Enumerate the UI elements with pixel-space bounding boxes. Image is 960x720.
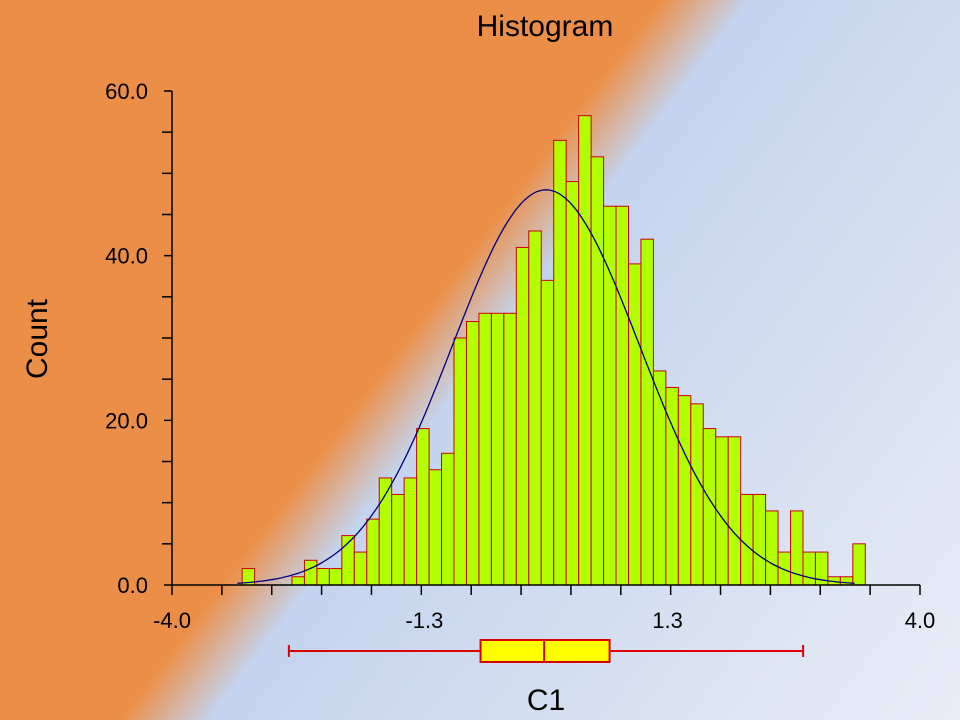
chart-title: Histogram — [477, 10, 614, 43]
x-tick-labels: -4.0 -1.3 1.3 4.0 — [153, 608, 935, 633]
histogram-bar — [416, 428, 430, 586]
histogram-bar — [441, 452, 455, 586]
x-axis: -4.0 -1.3 1.3 4.0 — [153, 584, 935, 633]
histogram-bar — [802, 551, 816, 586]
y-tick-label: 60.0 — [105, 79, 148, 104]
histogram-bar — [465, 321, 480, 586]
x-tick-label: -1.3 — [405, 608, 443, 633]
y-minor-ticks — [162, 90, 172, 586]
normal-curve — [237, 189, 855, 584]
y-tick-label: 20.0 — [105, 408, 148, 433]
histogram-bar — [565, 181, 580, 586]
histogram-bar — [490, 312, 505, 586]
x-minor-ticks — [171, 585, 921, 595]
y-tick-label: 0.0 — [117, 573, 148, 598]
histogram-bar — [366, 518, 380, 586]
histogram-bar — [316, 568, 330, 586]
histogram-bar — [528, 230, 542, 586]
y-tick-labels: 0.0 20.0 40.0 60.0 — [105, 79, 148, 598]
histogram-bar — [403, 477, 418, 586]
histogram-bar — [391, 493, 405, 586]
histogram-bar — [503, 312, 517, 586]
histogram-bar — [852, 543, 866, 586]
y-axis-label: Count — [21, 298, 54, 379]
histogram-bar — [777, 551, 792, 586]
histogram-bar — [553, 139, 567, 586]
histogram-bar — [291, 576, 305, 586]
histogram-bar — [303, 559, 318, 586]
x-tick-label: -4.0 — [153, 608, 191, 633]
histogram-bar — [478, 312, 492, 586]
histogram-bar — [615, 205, 629, 586]
histogram-bar — [428, 469, 443, 586]
histogram-bar — [652, 370, 667, 586]
y-tick-label: 40.0 — [105, 244, 148, 269]
histogram-bar — [839, 576, 854, 586]
histogram-bar — [640, 238, 654, 586]
histogram-bar — [453, 337, 467, 586]
histogram-bar — [328, 568, 343, 586]
box-plot — [287, 639, 805, 663]
x-tick-label: 4.0 — [905, 608, 936, 633]
histogram-bar — [765, 510, 779, 586]
histogram-bar — [752, 493, 767, 586]
histogram-bar — [540, 279, 555, 586]
histogram-bar — [727, 436, 742, 586]
x-tick-label: 1.3 — [652, 608, 683, 633]
histogram-bar — [578, 115, 592, 586]
histogram-bar — [353, 551, 368, 586]
histogram-bar — [740, 493, 754, 586]
histogram-bar — [690, 403, 704, 586]
histogram-bar — [677, 395, 692, 586]
histogram-bars — [241, 115, 866, 586]
histogram-bar — [590, 156, 605, 586]
y-axis: 0.0 20.0 40.0 60.0 — [105, 79, 173, 598]
histogram-bar — [627, 263, 642, 586]
x-axis-label: C1 — [527, 684, 565, 717]
histogram-bar — [515, 246, 530, 586]
